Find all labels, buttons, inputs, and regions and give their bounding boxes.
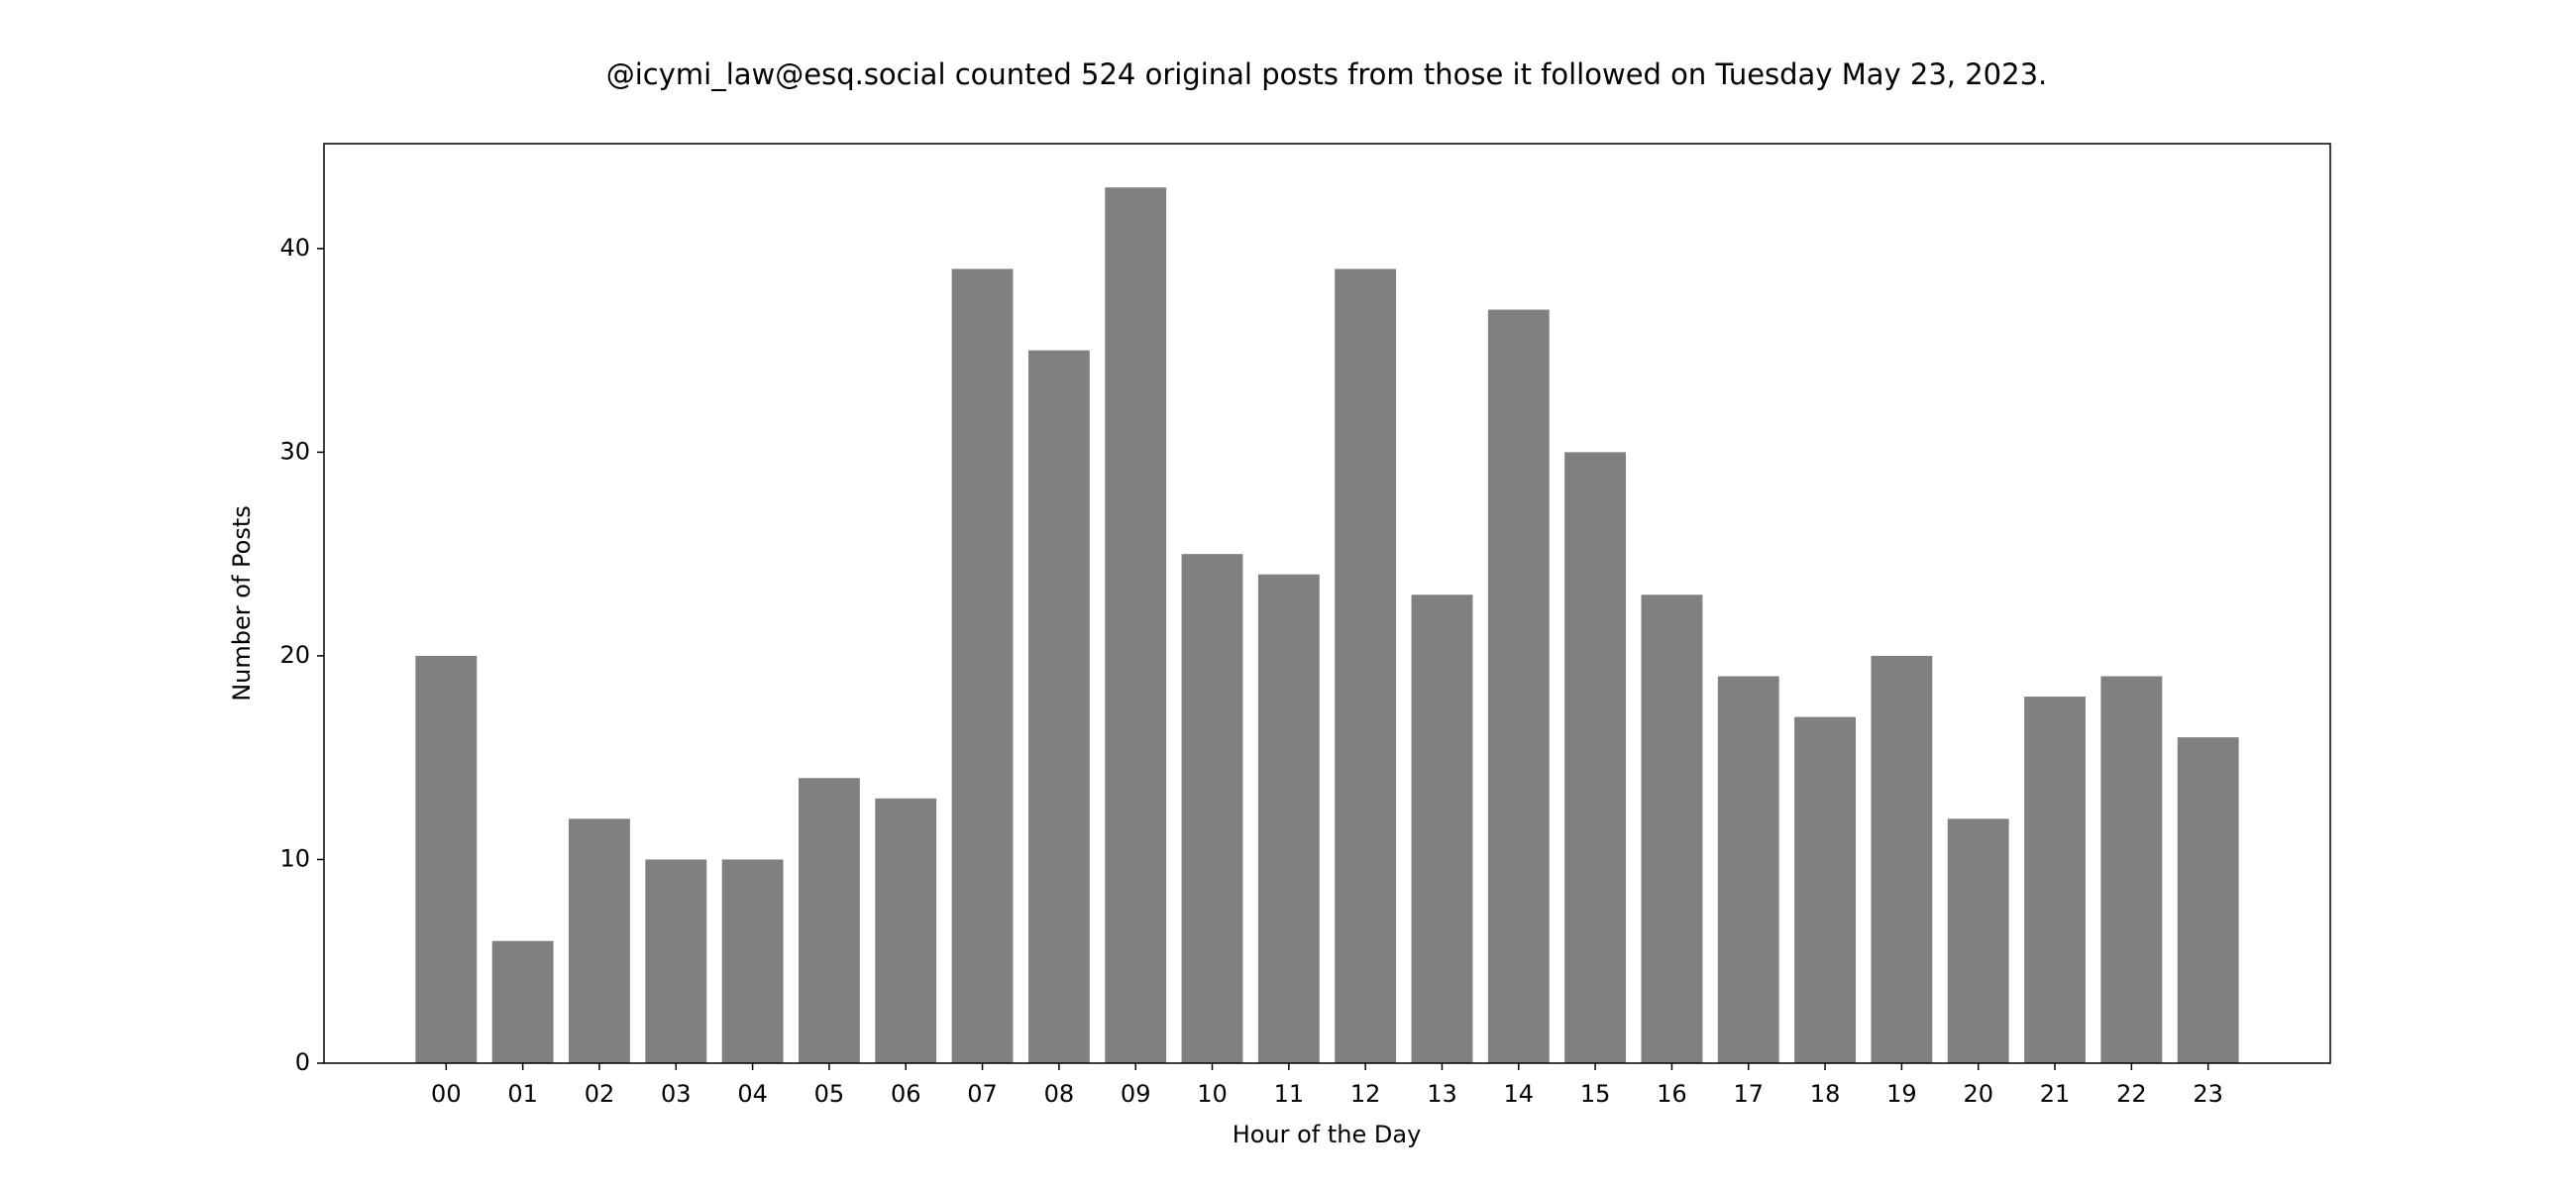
x-tick-label: 14 [1504,1080,1535,1108]
bar [1871,655,1933,1063]
bar [415,655,478,1063]
x-tick-label: 15 [1580,1080,1611,1108]
bar [1564,452,1627,1064]
x-tick-label: 08 [1044,1080,1075,1108]
x-tick-label: 19 [1886,1080,1917,1108]
bar [1335,269,1397,1064]
x-tick-label: 09 [1121,1080,1151,1108]
bar [798,778,860,1063]
y-tick-label: 30 [279,437,310,465]
bar [1027,350,1090,1064]
x-tick-label: 06 [891,1080,921,1108]
bar [1257,574,1320,1063]
bar [1794,716,1857,1063]
bar [875,798,937,1063]
bar [2177,737,2239,1063]
bar [569,818,630,1063]
y-tick-label: 20 [279,641,310,669]
bar [951,269,1014,1064]
x-tick-label: 13 [1427,1080,1457,1108]
x-tick-label: 02 [585,1080,615,1108]
bar [721,859,784,1063]
bar [2100,676,2163,1063]
x-tick-label: 21 [2040,1080,2071,1108]
bar [491,940,554,1063]
x-tick-label: 07 [967,1080,998,1108]
x-tick-label: 20 [1963,1080,1993,1108]
bar [645,859,707,1063]
x-tick-label: 01 [507,1080,538,1108]
y-tick-label: 40 [279,234,310,262]
bar [1487,309,1550,1064]
y-axis-label: Number of Posts [228,505,256,702]
bar [1947,818,2009,1063]
bar [1105,187,1167,1063]
x-tick-label: 05 [814,1080,845,1108]
y-tick-label: 0 [295,1048,310,1076]
plot-frame [323,143,2331,1064]
chart-title: @icymi_law@esq.social counted 524 origin… [606,57,2048,91]
bar [1717,676,1779,1063]
bar [1411,594,1473,1063]
x-tick-label: 04 [737,1080,768,1108]
x-tick-label: 22 [2116,1080,2147,1108]
x-tick-label: 10 [1197,1080,1228,1108]
x-axis-label: Hour of the Day [1233,1121,1422,1148]
bar [1641,594,1703,1063]
x-tick-label: 03 [661,1080,692,1108]
x-tick-label: 11 [1274,1080,1305,1108]
x-tick-label: 12 [1350,1080,1381,1108]
bar [2024,697,2086,1063]
bar [1181,554,1243,1063]
x-tick-label: 23 [2193,1080,2223,1108]
x-tick-label: 17 [1733,1080,1764,1108]
x-tick-label: 18 [1810,1080,1841,1108]
x-tick-label: 16 [1657,1080,1687,1108]
x-tick-label: 00 [431,1080,462,1108]
y-tick-label: 10 [279,844,310,872]
